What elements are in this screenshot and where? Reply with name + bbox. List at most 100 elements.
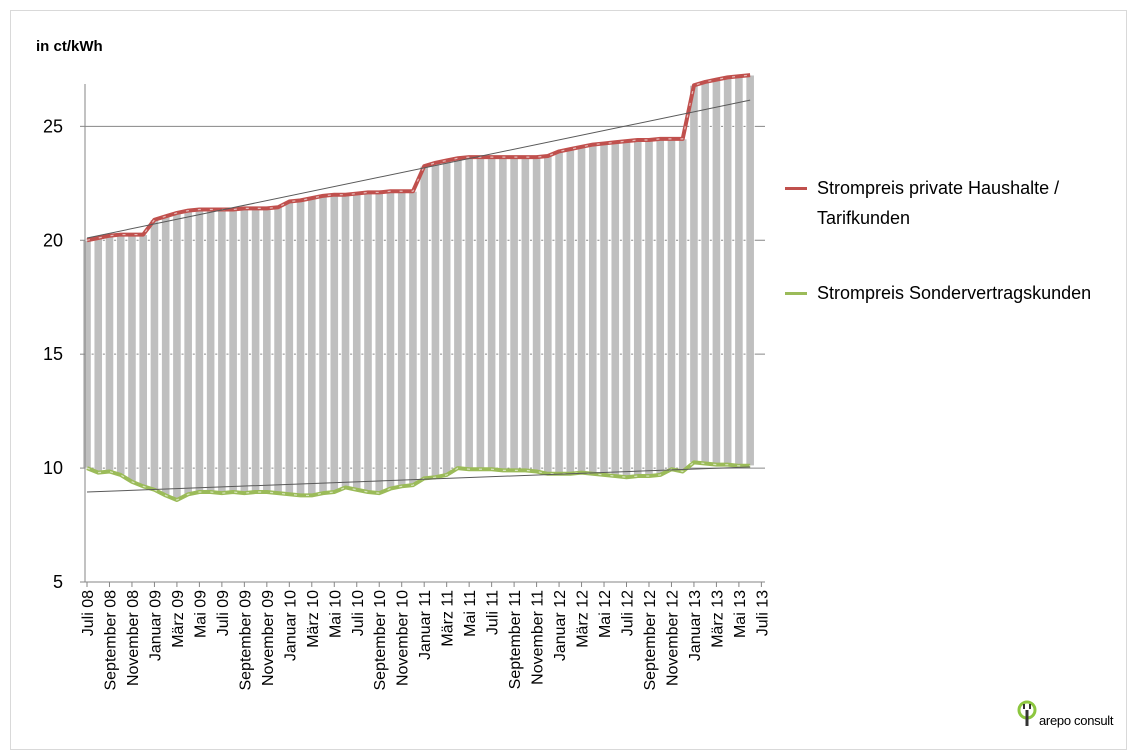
x-tick-label: Mai 12	[597, 590, 614, 638]
range-bar	[206, 209, 216, 493]
price-chart: 5 10 15 20 25 Juli 08 September 08 November 08…	[43, 73, 771, 691]
range-bar	[104, 235, 115, 472]
range-bar	[464, 156, 474, 470]
range-bar	[599, 143, 609, 476]
x-tick-label: März 10	[305, 590, 322, 648]
plug-icon	[1017, 700, 1037, 726]
range-bar	[678, 138, 688, 472]
range-bar	[262, 207, 272, 493]
range-bar	[734, 75, 744, 467]
range-bar	[655, 138, 665, 476]
range-bar	[397, 190, 407, 487]
x-tick-label: November 10	[395, 590, 412, 686]
range-bar	[194, 209, 204, 493]
range-bar	[295, 199, 306, 496]
range-bar	[273, 206, 283, 494]
x-tick-label: März 11	[440, 590, 457, 647]
range-bar	[621, 140, 632, 478]
y-tick-label: 25	[43, 116, 63, 136]
range-bar	[442, 160, 452, 476]
range-bar	[127, 234, 137, 483]
range-bar	[284, 201, 294, 495]
trendline-1	[86, 466, 751, 493]
legend-label-tarifkunden: Strompreis private Haushalte / Tarifkund…	[817, 178, 1060, 228]
range-bar	[183, 210, 193, 495]
y-tick-label: 5	[53, 572, 63, 592]
range-bar	[228, 209, 238, 493]
x-tick-label: Juli 08	[80, 590, 97, 636]
range-bar	[352, 193, 362, 491]
y-tick-label: 15	[43, 344, 63, 364]
axes	[80, 84, 765, 587]
x-tick-label: Januar 11	[417, 590, 434, 660]
range-bar	[520, 156, 530, 471]
legend-swatch-sondervertragskunden	[785, 292, 807, 295]
x-tick-label: November 09	[260, 590, 277, 686]
x-tick-label: Juli 11	[485, 590, 502, 635]
range-bar	[689, 84, 699, 463]
company-logo: arepo consult	[1016, 700, 1136, 730]
x-tick-label: Juli 09	[215, 590, 232, 636]
range-bar	[385, 190, 396, 489]
x-tick-label: September 10	[372, 590, 389, 691]
range-bar	[363, 192, 373, 493]
range-bar	[138, 234, 148, 487]
range-bar	[250, 207, 261, 493]
range-bar	[745, 74, 755, 467]
range-bar	[307, 197, 317, 496]
range-bar	[475, 156, 485, 470]
x-tick-label: Juli 10	[350, 590, 367, 636]
y-tick-label: 10	[43, 458, 63, 478]
x-tick-label: September 12	[642, 590, 659, 691]
range-bar	[453, 157, 463, 469]
series-lines	[86, 73, 751, 502]
range-bar	[408, 190, 418, 486]
range-bar	[93, 237, 103, 474]
range-bar	[531, 156, 542, 472]
x-tick-label: September 08	[102, 590, 119, 691]
x-tick-label: März 12	[575, 590, 592, 648]
logo-text: arepo consult	[1039, 713, 1114, 728]
series-line-1	[86, 460, 751, 502]
range-bar	[633, 139, 643, 477]
x-tick-label: März 09	[170, 590, 187, 648]
range-bar	[543, 155, 553, 475]
y-tick-labels: 5 10 15 20 25	[43, 116, 63, 592]
x-tick-label: Januar 09	[147, 590, 164, 661]
x-tick-label: Mai 13	[732, 590, 749, 638]
x-tick-label: Mai 11	[462, 590, 479, 637]
range-bar	[576, 146, 587, 474]
range-bar	[419, 165, 429, 479]
x-tick-label: November 12	[664, 590, 681, 686]
range-bar	[700, 81, 710, 464]
range-bar	[644, 139, 654, 477]
range-bar	[666, 138, 677, 470]
range-bar	[217, 209, 227, 494]
x-tick-labels: Juli 08 September 08 November 08 Januar 09 M…	[80, 590, 771, 691]
range-bar	[588, 144, 598, 475]
range-bar	[509, 156, 519, 471]
range-bar	[116, 234, 126, 476]
range-bar	[340, 194, 351, 488]
x-tick-label: November 11	[530, 590, 547, 685]
legend-swatch-tarifkunden	[785, 187, 807, 190]
y-tick-label: 20	[43, 230, 63, 250]
trendlines	[86, 99, 751, 493]
range-bar	[318, 195, 328, 494]
x-tick-label: Januar 10	[282, 590, 299, 661]
range-bar	[161, 215, 171, 496]
range-bar	[239, 207, 249, 494]
range-bar	[711, 79, 722, 466]
range-bar	[149, 219, 160, 491]
range-bars	[82, 74, 755, 501]
range-bar	[565, 148, 575, 475]
x-tick-label: Mai 09	[192, 590, 209, 638]
range-bar	[554, 151, 564, 475]
range-bar	[172, 212, 182, 501]
trendline-0	[86, 99, 751, 239]
y-axis-unit-label: in ct/kWh	[36, 38, 103, 55]
x-tick-label: Juli 13	[754, 590, 771, 636]
x-tick-label: Juli 12	[620, 590, 637, 636]
range-bar	[329, 194, 339, 493]
range-bar	[430, 162, 441, 478]
